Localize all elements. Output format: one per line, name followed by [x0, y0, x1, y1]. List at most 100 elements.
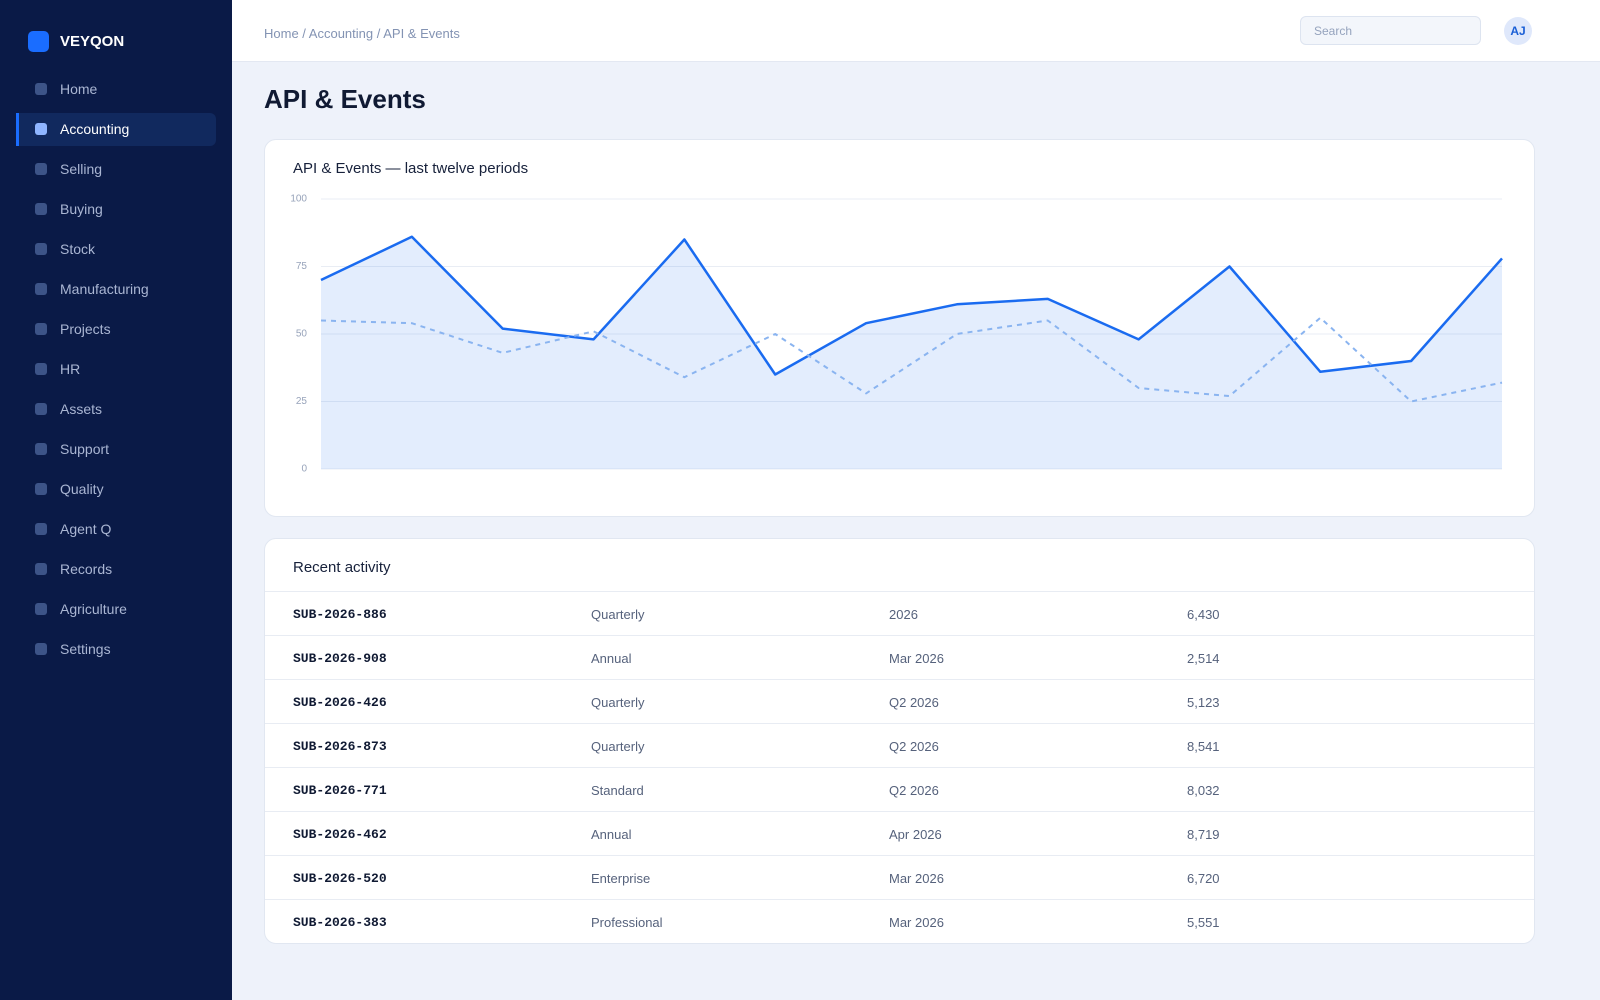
table-row[interactable]: SUB-2026-771 Standard Q2 2026 8,032	[265, 767, 1534, 811]
nav-label: Manufacturing	[60, 281, 149, 297]
table-cell: Q2 2026	[889, 695, 939, 710]
nav-icon	[35, 603, 47, 615]
nav-item[interactable]: Agriculture	[16, 593, 216, 626]
nav-item[interactable]: Projects	[16, 313, 216, 346]
nav-icon	[35, 123, 47, 135]
table-cell: SUB-2026-383	[293, 915, 387, 930]
nav-label: Selling	[60, 161, 103, 177]
table-cell: Mar 2026	[889, 651, 944, 666]
table-cell: Professional	[591, 915, 663, 930]
nav-icon	[35, 363, 47, 375]
logo	[28, 31, 49, 52]
table-cell: 6,430	[1187, 607, 1220, 622]
table-cell: Quarterly	[591, 739, 645, 754]
table-row[interactable]: SUB-2026-462 Annual Apr 2026 8,719	[265, 811, 1534, 855]
nav-icon	[35, 243, 47, 255]
y-tick-label: 25	[296, 396, 308, 407]
table-cell: SUB-2026-886	[293, 607, 387, 622]
nav-icon	[35, 643, 47, 655]
chart-card: 0 25 50 75 100 API & Events — last twelve pe…	[264, 139, 1535, 517]
chart: 0 25 50 75 100	[290, 194, 1503, 475]
nav-item[interactable]: Records	[16, 553, 216, 586]
nav-item[interactable]: HR	[16, 353, 216, 386]
nav-icon	[35, 403, 47, 415]
table-cell: Enterprise	[591, 871, 651, 886]
nav-label: Support	[60, 441, 110, 457]
table-cell: Quarterly	[591, 695, 645, 710]
nav-icon	[35, 203, 47, 215]
table-row[interactable]: SUB-2026-383 Professional Mar 2026 5,551	[265, 899, 1534, 943]
nav-icon	[35, 163, 47, 175]
table-cell: Q2 2026	[889, 783, 939, 798]
nav-icon	[35, 283, 47, 295]
table-cell: SUB-2026-426	[293, 695, 387, 710]
topbar: Home / Accounting / API & Events Search …	[232, 0, 1600, 62]
nav-label: Agriculture	[60, 601, 127, 617]
chart-title: API & Events — last twelve periods	[293, 160, 529, 177]
table-cell: 8,032	[1187, 783, 1220, 798]
nav-icon	[35, 443, 47, 455]
table-cell: 6,720	[1187, 871, 1220, 886]
table-cell: 2,514	[1187, 651, 1220, 666]
y-tick-label: 50	[296, 329, 308, 340]
table-cell: Apr 2026	[889, 827, 942, 842]
nav-icon	[35, 523, 47, 535]
nav-item[interactable]: Agent Q	[16, 513, 216, 546]
nav-label: HR	[60, 361, 81, 377]
search[interactable]: Search	[1300, 16, 1481, 45]
table-cell: SUB-2026-520	[293, 871, 387, 886]
nav-item[interactable]: Settings	[16, 633, 216, 666]
table-cell: SUB-2026-462	[293, 827, 387, 842]
table-cell: 8,541	[1187, 739, 1220, 754]
table-cell: Annual	[591, 651, 632, 666]
table-row[interactable]: SUB-2026-426 Quarterly Q2 2026 5,123	[265, 679, 1534, 723]
brand: VEYQON	[60, 33, 125, 50]
page-title: API & Events	[264, 84, 426, 114]
nav-icon	[35, 483, 47, 495]
table-cell: 5,123	[1187, 695, 1220, 710]
nav-icon	[35, 323, 47, 335]
nav-label: Projects	[60, 321, 111, 337]
nav-item[interactable]: Quality	[16, 473, 216, 506]
nav-item[interactable]: Stock	[16, 233, 216, 266]
avatar[interactable]: AJ	[1504, 17, 1532, 45]
breadcrumb[interactable]: Home / Accounting / API & Events	[264, 26, 460, 41]
sidebar: VEYQON Home Accounting Selling Buying Stock M…	[0, 0, 232, 1000]
table-cell: 2026	[889, 607, 918, 622]
nav-label: Stock	[60, 241, 96, 257]
line	[320, 235, 1503, 376]
nav-icon	[35, 83, 47, 95]
table-cell: Mar 2026	[889, 871, 944, 886]
table-cell: SUB-2026-873	[293, 739, 387, 754]
nav-label: Accounting	[60, 121, 130, 137]
table-cell: Quarterly	[591, 607, 645, 622]
table-cell: Mar 2026	[889, 915, 944, 930]
table-cell: SUB-2026-771	[293, 783, 387, 798]
table-row[interactable]: SUB-2026-886 Quarterly 2026 6,430	[265, 591, 1534, 635]
area	[321, 236, 1502, 469]
nav-item[interactable]: Manufacturing	[16, 273, 216, 306]
nav-item[interactable]: Buying	[16, 193, 216, 226]
y-tick-label: 100	[290, 194, 307, 205]
table-cell: Q2 2026	[889, 739, 939, 754]
nav-label: Buying	[60, 201, 103, 217]
nav-label: Home	[60, 81, 98, 97]
table-cell: SUB-2026-908	[293, 651, 387, 666]
nav-item[interactable]: Accounting	[16, 113, 216, 146]
nav-item[interactable]: Home	[16, 73, 216, 106]
nav-item[interactable]: Assets	[16, 393, 216, 426]
table-row[interactable]: SUB-2026-520 Enterprise Mar 2026 6,720	[265, 855, 1534, 899]
nav-item[interactable]: Support	[16, 433, 216, 466]
table-card: Recent activity SUB-2026-886 Quarterly 202…	[264, 538, 1535, 944]
table-title: Recent activity	[293, 559, 391, 576]
y-tick-label: 0	[301, 464, 307, 475]
table-cell: 5,551	[1187, 915, 1220, 930]
table-row[interactable]: SUB-2026-873 Quarterly Q2 2026 8,541	[265, 723, 1534, 767]
nav-label: Records	[60, 561, 113, 577]
nav-item[interactable]: Selling	[16, 153, 216, 186]
table-row[interactable]: SUB-2026-908 Annual Mar 2026 2,514	[265, 635, 1534, 679]
y-tick-label: 75	[296, 261, 308, 272]
line	[320, 316, 1503, 403]
nav-label: Quality	[60, 481, 104, 497]
